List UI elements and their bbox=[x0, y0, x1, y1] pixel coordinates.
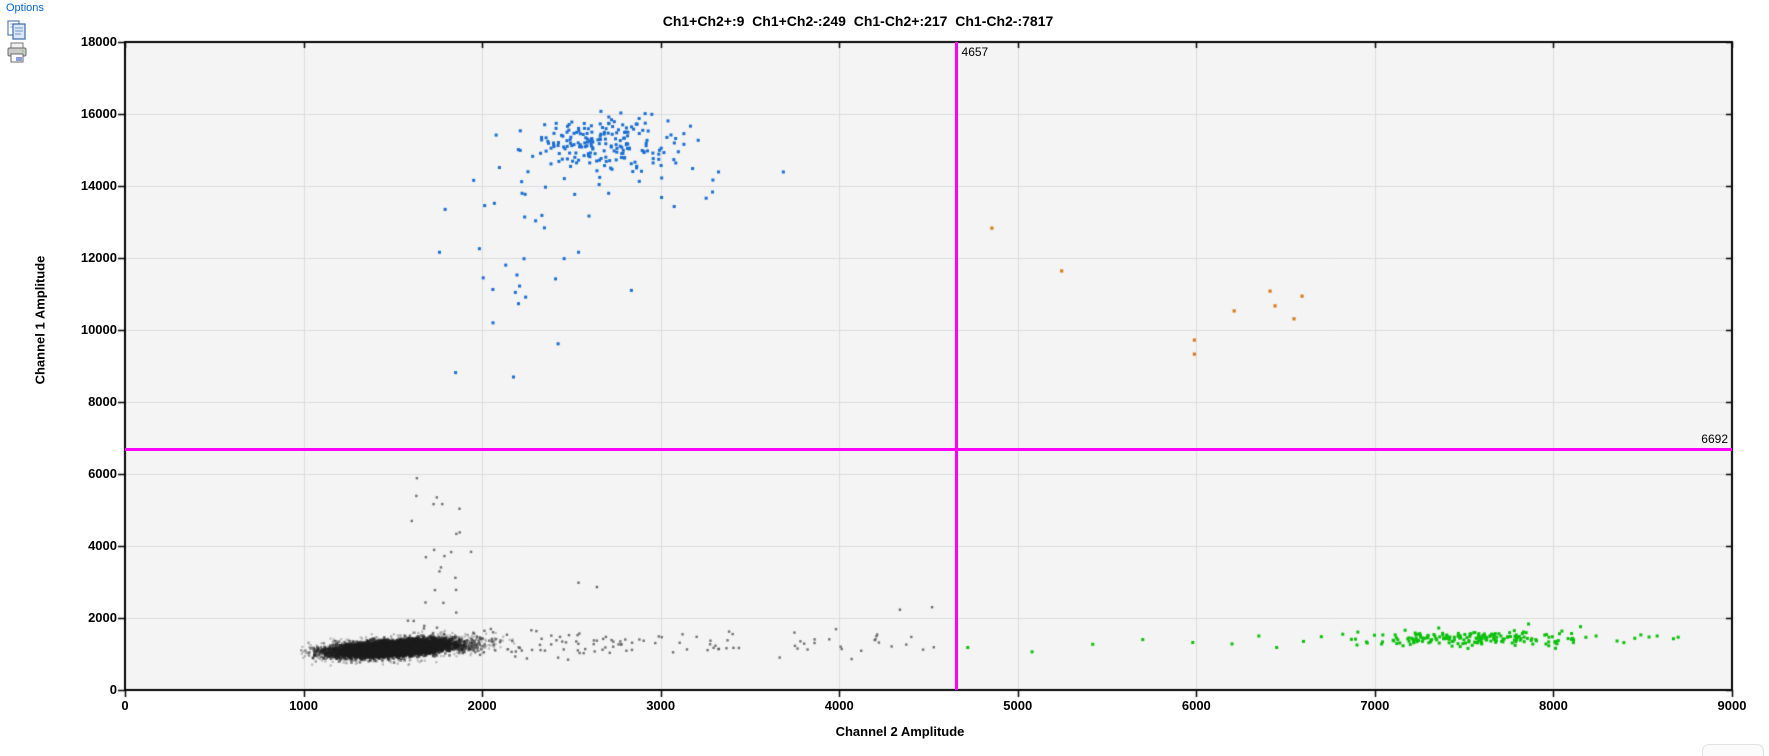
y-tick-label: 4000 bbox=[88, 538, 117, 553]
y-tick-label: 8000 bbox=[88, 394, 117, 409]
x-tick-label: 1000 bbox=[289, 698, 318, 713]
x-tick-label: 2000 bbox=[467, 698, 497, 713]
copy-icon[interactable] bbox=[6, 20, 30, 40]
plot-toolbar: Options bbox=[6, 2, 44, 64]
corner-widget bbox=[1702, 744, 1764, 756]
ch1-threshold-line[interactable] bbox=[125, 447, 1732, 451]
y-tick-label: 10000 bbox=[80, 322, 117, 337]
ch2-threshold-value-label: 4657 bbox=[961, 45, 989, 59]
y-axis-title: Channel 1 Amplitude bbox=[32, 255, 48, 385]
x-tick-label: 0 bbox=[121, 698, 129, 713]
x-tick-label: 8000 bbox=[1538, 698, 1568, 713]
y-tick-label: 14000 bbox=[80, 178, 117, 193]
x-tick-label: 6000 bbox=[1181, 698, 1211, 713]
ch2-threshold-line[interactable] bbox=[955, 42, 959, 690]
y-tick-label: 12000 bbox=[80, 250, 117, 265]
x-tick-label: 9000 bbox=[1717, 698, 1747, 713]
x-tick-label: 3000 bbox=[646, 698, 676, 713]
quadrant-counts-title: Ch1+Ch2+:9 Ch1+Ch2-:249 Ch1-Ch2+:217 Ch1… bbox=[662, 13, 1054, 29]
ch1-threshold-value-label: 6692 bbox=[1701, 432, 1728, 447]
y-tick-label: 18000 bbox=[80, 34, 117, 49]
x-tick-label: 4000 bbox=[824, 698, 854, 713]
options-link[interactable]: Options bbox=[6, 2, 44, 14]
print-icon[interactable] bbox=[6, 42, 30, 63]
y-tick-label: 16000 bbox=[80, 106, 117, 121]
x-tick-label: 7000 bbox=[1360, 698, 1390, 713]
y-tick-label: 0 bbox=[109, 682, 117, 697]
y-tick-label: 6000 bbox=[88, 466, 117, 481]
x-axis-title: Channel 2 Amplitude bbox=[835, 724, 965, 739]
x-tick-label: 5000 bbox=[1003, 698, 1033, 713]
y-tick-label: 2000 bbox=[88, 610, 117, 625]
